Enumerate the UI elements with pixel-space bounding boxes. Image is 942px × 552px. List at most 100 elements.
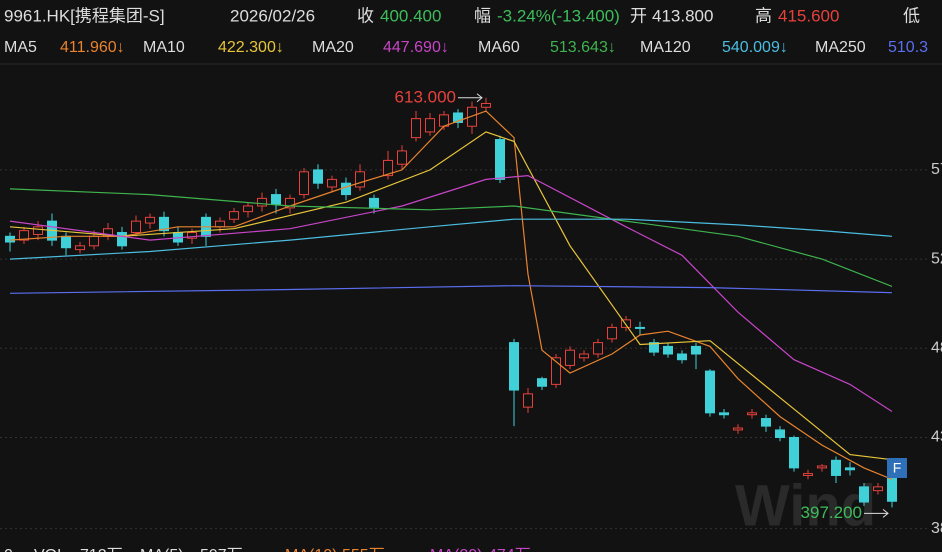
candle-body [257,197,267,207]
legend-name: MA60 [478,39,520,56]
candle-body [299,171,309,196]
candle-body [565,349,575,366]
badge-box [887,458,907,478]
candle-body [89,235,99,247]
candle-body [481,102,491,108]
candle-body [789,437,799,469]
change-label: 幅 [474,6,491,25]
date: 2026/02/26 [230,6,315,25]
close-value: 400.400 [380,6,441,25]
candle-body [383,159,393,177]
candle-body [495,139,505,180]
annotation-arrowhead [476,93,483,103]
candle-body [803,473,813,476]
candle-body [411,118,421,139]
plot: 575 528 481 434 386 613.000 397.200 [0,87,942,537]
candle-body [271,194,281,205]
candle-body [75,245,85,251]
candle-body [229,211,239,220]
y-tick-label: 528 [931,250,942,267]
open-value: 413.800 [652,6,713,25]
legend-value: 513.643↓ [550,39,616,56]
candle-body [747,412,757,416]
candle-body [117,232,127,247]
candle-body [607,326,617,340]
candle-body [705,370,715,414]
legend-name: MA5 [4,39,37,56]
candle-body [313,169,323,184]
candle-body [663,345,673,355]
candle-body [817,465,827,469]
legend-value: 540.009↓ [722,39,788,56]
annotation-label: 613.000 [395,87,456,106]
candle-body [775,429,785,439]
low-label: 低 [903,6,920,25]
symbol: 9961.HK[携程集团-S] [4,6,165,25]
candle-body [215,220,225,228]
candle-body [159,216,169,232]
annotation-arrowhead [882,508,889,518]
candle-body [5,235,15,243]
volume-text: MA(20) [430,547,482,552]
candle-body [131,220,141,234]
volume-text: 555万 [342,547,385,552]
candle-body [537,378,547,387]
legend-value: 422.300↓ [218,39,284,56]
volume-text: 0 [4,547,13,552]
candle-body [691,345,701,355]
legend-value: 447.690↓ [383,39,449,56]
legend-value: 411.960↓ [60,39,125,56]
legend-name: MA120 [640,39,691,56]
candle-body [341,182,351,196]
candle-body [579,353,589,359]
candle-body [355,171,365,188]
volume-text: 474万 [488,547,531,552]
open-label: 开 [630,6,647,25]
candle-body [33,226,43,235]
y-tick-label: 434 [931,429,942,446]
legend-value: 510.3 [888,39,928,56]
volume-text: VOL [34,547,66,552]
legend-name: MA20 [312,39,354,56]
candle-body [649,342,659,353]
candle-body [635,326,645,329]
ma-line [9,110,893,480]
candle-body [887,475,897,502]
volume-text: 712万 [80,547,123,552]
y-tick-label: 481 [931,340,942,357]
ma-line [9,285,893,294]
candle-body [509,342,519,391]
legend-name: MA10 [143,39,185,56]
change-value: -3.24%(-13.400) [497,6,620,25]
candle-body [873,486,883,492]
badge: F [893,460,902,476]
candle-body [621,319,631,328]
candle-body [551,357,561,385]
close-label: 收 [357,6,374,25]
ma-line [9,218,893,260]
candle-body [523,393,533,408]
candle-body [831,459,841,476]
legend-name: MA250 [815,39,866,56]
candle-body [593,342,603,355]
ma-line [9,188,893,287]
candle-body [397,150,407,165]
watermark: Wind [735,473,876,538]
candle-body [719,412,729,416]
candle-body [187,232,197,239]
y-tick-label: 386 [931,520,942,537]
candle-body [61,235,71,249]
ma-line [9,131,893,461]
candle-body [677,353,687,361]
candle-body [859,486,869,503]
candle-body [845,467,855,471]
candle-body [19,230,29,241]
high-label: 高 [755,6,772,25]
volume-text: 597万 [200,547,243,552]
candle-body [453,112,463,123]
ma-line [9,174,893,413]
candle-body [327,178,337,188]
high-value: 415.600 [778,6,839,25]
